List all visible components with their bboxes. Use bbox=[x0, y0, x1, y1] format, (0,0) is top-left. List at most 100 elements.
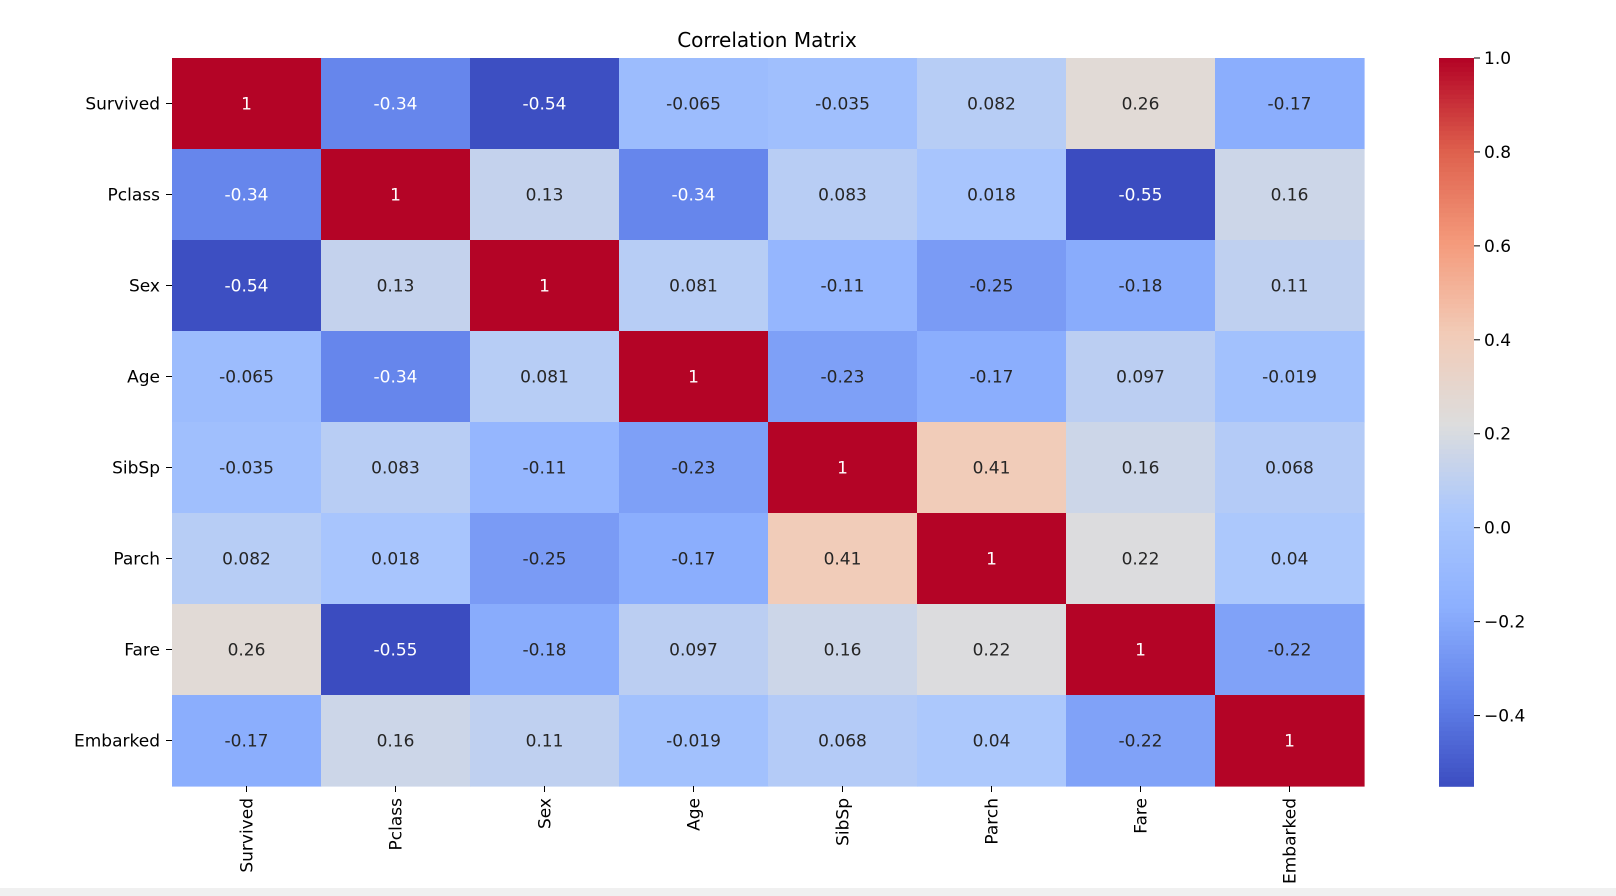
colorbar-segment bbox=[1439, 494, 1474, 501]
heatmap-cell bbox=[470, 149, 620, 241]
colorbar-tick-label: 0.4 bbox=[1484, 331, 1511, 351]
heatmap-cell bbox=[470, 331, 620, 423]
colorbar-segment bbox=[1439, 71, 1474, 77]
colorbar-segment bbox=[1439, 563, 1474, 569]
colorbar-segment bbox=[1439, 763, 1474, 769]
colorbar-segment bbox=[1439, 453, 1474, 460]
y-tick-label: Survived bbox=[85, 95, 160, 115]
colorbar-segment bbox=[1439, 776, 1474, 783]
heatmap-cell bbox=[917, 422, 1067, 514]
colorbar-segment bbox=[1439, 558, 1474, 564]
colorbar-segment bbox=[1439, 717, 1474, 724]
heatmap-cell bbox=[1066, 240, 1216, 332]
heatmap-cell bbox=[619, 695, 769, 787]
colorbar-segment bbox=[1439, 772, 1474, 778]
cell-value-label: -0.17 bbox=[970, 368, 1014, 388]
heatmap-cell bbox=[1215, 149, 1365, 241]
colorbar-segment bbox=[1439, 112, 1474, 118]
cell-value-label: 0.097 bbox=[1116, 368, 1165, 388]
colorbar-segment bbox=[1439, 358, 1474, 364]
cell-value-label: 0.16 bbox=[1271, 186, 1309, 206]
colorbar-segment bbox=[1439, 667, 1474, 674]
colorbar-segment bbox=[1439, 754, 1474, 760]
colorbar-segment bbox=[1439, 103, 1474, 109]
colorbar-segment bbox=[1439, 67, 1474, 73]
heatmap-cell bbox=[917, 604, 1067, 696]
colorbar-tick-label: −0.4 bbox=[1484, 707, 1525, 727]
y-tick-label: Pclass bbox=[108, 186, 161, 206]
heatmap-cell bbox=[1066, 331, 1216, 423]
colorbar-segment bbox=[1439, 267, 1474, 273]
cell-value-label: 1 bbox=[390, 186, 401, 206]
colorbar-segment bbox=[1439, 708, 1474, 714]
colorbar-segment bbox=[1439, 590, 1474, 596]
x-tick-label: SibSp bbox=[834, 798, 854, 846]
cell-value-label: 0.41 bbox=[973, 459, 1011, 479]
colorbar-segment bbox=[1439, 535, 1474, 542]
colorbar-segment bbox=[1439, 221, 1474, 228]
colorbar-segment bbox=[1439, 472, 1474, 478]
cell-value-label: -0.019 bbox=[1262, 368, 1317, 388]
x-tick-label: Parch bbox=[983, 798, 1003, 845]
colorbar-segment bbox=[1439, 549, 1474, 555]
heatmap-cell bbox=[619, 422, 769, 514]
colorbar-segment bbox=[1439, 299, 1474, 305]
cell-value-label: -0.11 bbox=[821, 277, 865, 297]
y-tick-label: Parch bbox=[113, 550, 160, 570]
cell-value-label: 0.11 bbox=[526, 732, 564, 752]
colorbar-segment bbox=[1439, 262, 1474, 269]
cell-value-label: -0.065 bbox=[666, 95, 721, 115]
colorbar-segment bbox=[1439, 654, 1474, 660]
y-tick-label: Age bbox=[127, 368, 160, 388]
heatmap-cell bbox=[768, 604, 918, 696]
colorbar-segment bbox=[1439, 431, 1474, 437]
cell-value-label: 0.22 bbox=[973, 641, 1011, 661]
cell-value-label: -0.11 bbox=[523, 459, 567, 479]
colorbar-segment bbox=[1439, 713, 1474, 719]
y-tick-label: Embarked bbox=[74, 732, 160, 752]
heatmap-cell bbox=[619, 58, 769, 150]
colorbar-segment bbox=[1439, 212, 1474, 219]
cell-value-label: 0.04 bbox=[1271, 550, 1309, 570]
colorbar-tick-label: 0.6 bbox=[1484, 237, 1511, 257]
colorbar-segment bbox=[1439, 349, 1474, 355]
heatmap-cell bbox=[321, 604, 471, 696]
colorbar-tick-label: −0.2 bbox=[1484, 613, 1525, 633]
heatmap-cell bbox=[768, 58, 918, 150]
colorbar-segment bbox=[1439, 117, 1474, 123]
colorbar-segment bbox=[1439, 249, 1474, 255]
colorbar-segment bbox=[1439, 758, 1474, 765]
colorbar-segment bbox=[1439, 412, 1474, 419]
heatmap-cell bbox=[321, 695, 471, 787]
colorbar-segment bbox=[1439, 194, 1474, 200]
y-tick-label: SibSp bbox=[112, 459, 160, 479]
colorbar-segment bbox=[1439, 572, 1474, 578]
heatmap-cell bbox=[619, 604, 769, 696]
heatmap-cell bbox=[619, 149, 769, 241]
colorbar-segment bbox=[1439, 171, 1474, 178]
colorbar-segment bbox=[1439, 208, 1474, 214]
colorbar-segment bbox=[1439, 626, 1474, 633]
colorbar-segment bbox=[1439, 344, 1474, 350]
colorbar-segment bbox=[1439, 722, 1474, 728]
colorbar-segment bbox=[1439, 317, 1474, 323]
colorbar-segment bbox=[1439, 98, 1474, 105]
colorbar-segment bbox=[1439, 80, 1474, 87]
cell-value-label: 0.26 bbox=[228, 641, 266, 661]
heatmap-cell bbox=[470, 695, 620, 787]
colorbar-segment bbox=[1439, 540, 1474, 546]
cell-value-label: -0.035 bbox=[219, 459, 274, 479]
colorbar-segment bbox=[1439, 321, 1474, 328]
colorbar-segment bbox=[1439, 508, 1474, 514]
heatmap-cell bbox=[768, 422, 918, 514]
cell-value-label: 0.16 bbox=[824, 641, 862, 661]
colorbar-segment bbox=[1439, 467, 1474, 473]
cell-value-label: -0.55 bbox=[374, 641, 418, 661]
heatmap-cell bbox=[470, 604, 620, 696]
heatmap-cell bbox=[172, 422, 322, 514]
colorbar-segment bbox=[1439, 121, 1474, 128]
cell-value-label: -0.17 bbox=[672, 550, 716, 570]
colorbar-segment bbox=[1439, 617, 1474, 623]
cell-value-label: -0.34 bbox=[374, 95, 418, 115]
